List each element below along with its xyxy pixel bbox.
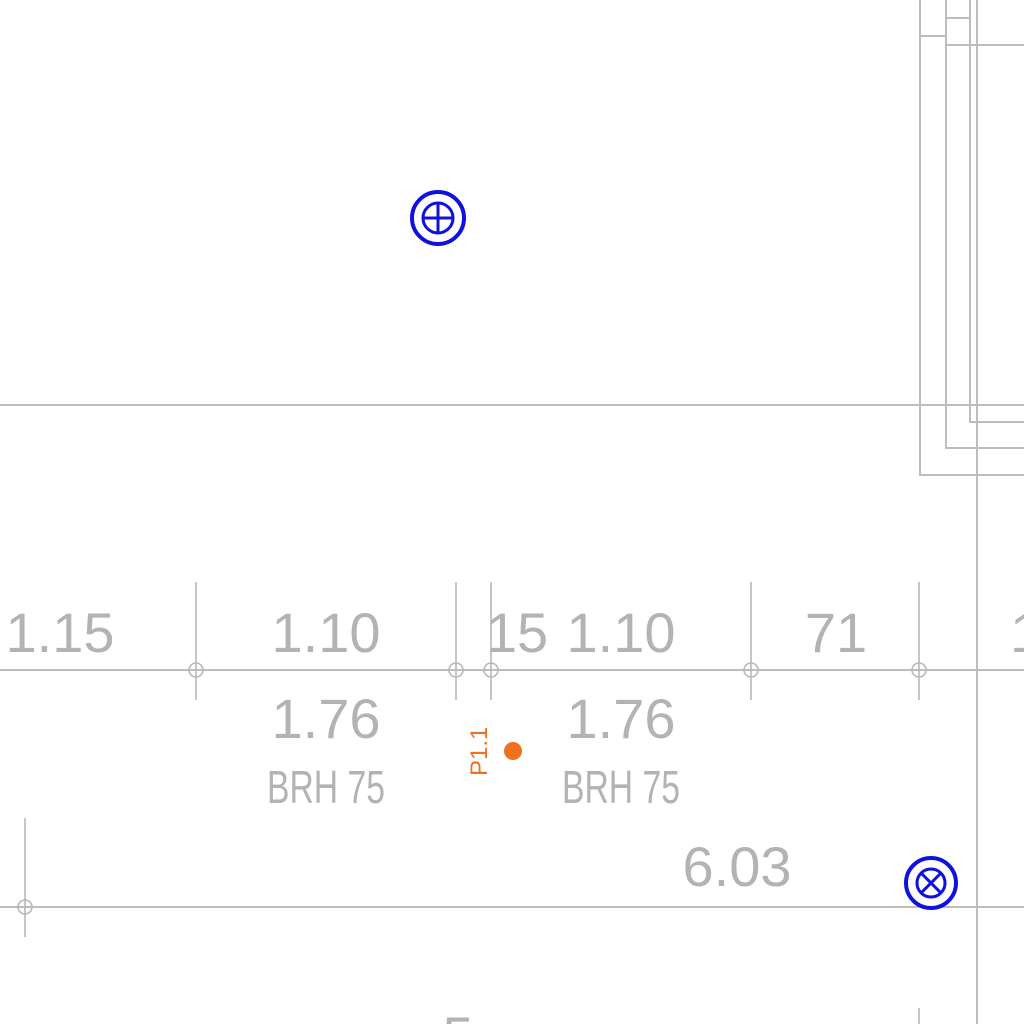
window-labels: BRH 75 BRH 75 xyxy=(267,761,680,813)
dimension-label: 15 xyxy=(486,601,548,664)
overall-dimension-label: 6.03 xyxy=(683,835,792,898)
survey-point-dot xyxy=(504,742,522,760)
dimension-labels-top: 1.15 1.10 15 1.10 71 1 xyxy=(6,601,1024,664)
window-label: BRH 75 xyxy=(267,761,385,813)
dimension-label: 1.10 xyxy=(272,601,381,664)
survey-point: P1.1 xyxy=(466,727,522,776)
dimension-line-lower xyxy=(0,818,1024,1024)
dimension-label: 1.15 xyxy=(6,601,115,664)
survey-point-label: P1.1 xyxy=(466,727,493,776)
dimension-labels-bottom: 1.76 1.76 xyxy=(272,687,676,750)
wall-outline xyxy=(919,0,1024,1024)
dimension-line-upper xyxy=(0,582,1024,700)
window-label: BRH 75 xyxy=(562,761,680,813)
dimension-label: 1 xyxy=(1010,601,1024,664)
fixture-circle-cross-icon xyxy=(904,856,958,910)
dimension-label-partial: 5 xyxy=(442,1005,473,1024)
dimension-label: 1.10 xyxy=(567,601,676,664)
opening-height-label: 1.76 xyxy=(272,687,381,750)
opening-height-label: 1.76 xyxy=(567,687,676,750)
dimension-label: 71 xyxy=(805,601,867,664)
fixture-circle-cross-icon xyxy=(410,190,466,246)
